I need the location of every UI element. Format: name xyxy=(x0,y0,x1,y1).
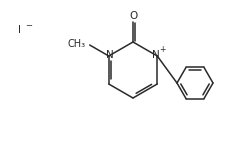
Text: −: − xyxy=(25,22,32,31)
Text: O: O xyxy=(129,11,137,21)
Text: CH₃: CH₃ xyxy=(68,39,86,49)
Text: N: N xyxy=(152,50,160,60)
Text: I: I xyxy=(18,25,21,35)
Text: N: N xyxy=(106,50,114,60)
Text: +: + xyxy=(159,46,166,55)
